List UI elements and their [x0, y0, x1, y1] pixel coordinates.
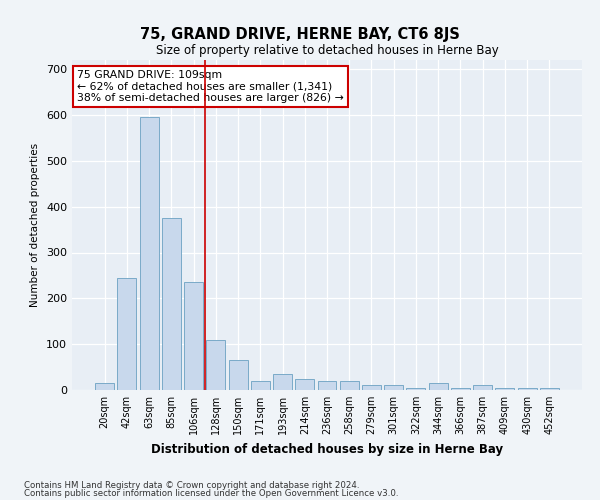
Bar — [384, 386, 403, 390]
Bar — [295, 378, 314, 390]
Bar — [206, 340, 225, 390]
Bar — [118, 278, 136, 390]
Bar — [162, 218, 181, 390]
Text: 75 GRAND DRIVE: 109sqm
← 62% of detached houses are smaller (1,341)
38% of semi-: 75 GRAND DRIVE: 109sqm ← 62% of detached… — [77, 70, 344, 103]
Bar — [540, 388, 559, 390]
Bar — [451, 388, 470, 390]
Bar — [317, 381, 337, 390]
Y-axis label: Number of detached properties: Number of detached properties — [31, 143, 40, 307]
Bar — [273, 374, 292, 390]
Bar — [251, 381, 270, 390]
Bar — [496, 388, 514, 390]
Bar — [140, 118, 158, 390]
Text: 75, GRAND DRIVE, HERNE BAY, CT6 8JS: 75, GRAND DRIVE, HERNE BAY, CT6 8JS — [140, 28, 460, 42]
Text: Contains public sector information licensed under the Open Government Licence v3: Contains public sector information licen… — [24, 489, 398, 498]
Bar — [184, 282, 203, 390]
Bar — [362, 386, 381, 390]
Bar — [406, 388, 425, 390]
Bar — [518, 388, 536, 390]
Bar — [95, 383, 114, 390]
Bar — [340, 381, 359, 390]
X-axis label: Distribution of detached houses by size in Herne Bay: Distribution of detached houses by size … — [151, 442, 503, 456]
Title: Size of property relative to detached houses in Herne Bay: Size of property relative to detached ho… — [155, 44, 499, 58]
Text: Contains HM Land Registry data © Crown copyright and database right 2024.: Contains HM Land Registry data © Crown c… — [24, 480, 359, 490]
Bar — [229, 360, 248, 390]
Bar — [473, 386, 492, 390]
Bar — [429, 383, 448, 390]
